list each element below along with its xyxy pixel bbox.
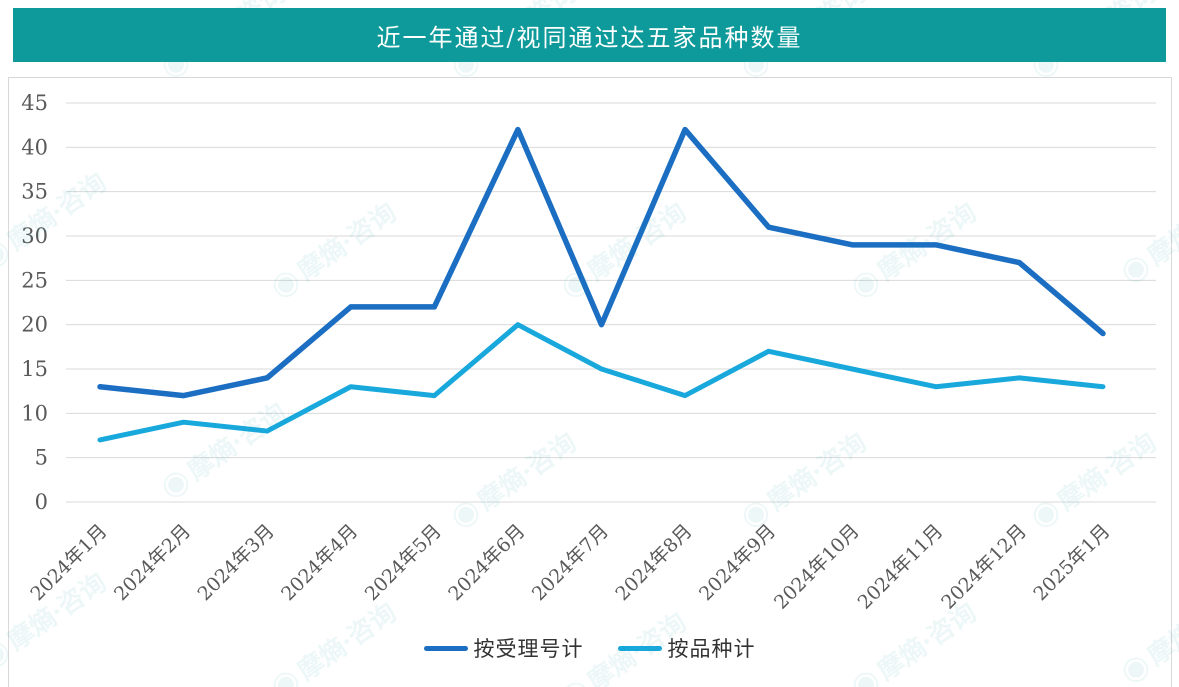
legend-line-swatch-0 bbox=[423, 645, 468, 651]
legend-item-series-1: 按品种计 bbox=[617, 633, 756, 663]
chart-title: 近一年通过/视同通过达五家品种数量 bbox=[376, 23, 803, 52]
chart-legend: 按受理号计 按品种计 bbox=[0, 633, 1179, 663]
legend-item-series-0: 按受理号计 bbox=[423, 633, 584, 663]
chart-container bbox=[8, 77, 1172, 687]
chart-title-bar: 近一年通过/视同通过达五家品种数量 bbox=[13, 8, 1166, 62]
legend-label-1: 按品种计 bbox=[667, 637, 756, 661]
legend-line-swatch-1 bbox=[617, 645, 662, 651]
legend-label-0: 按受理号计 bbox=[473, 637, 584, 661]
